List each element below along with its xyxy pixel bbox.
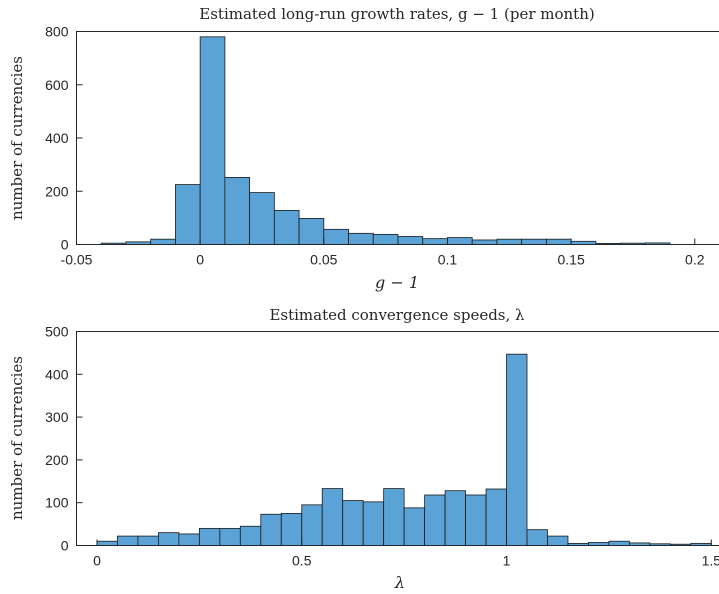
histogram-bar: [260, 513, 282, 546]
x-tick-label: 0.5: [292, 553, 312, 569]
plot-area-box: [76, 331, 719, 546]
x-tick-label: 0.1: [438, 252, 458, 268]
histogram-bar: [403, 507, 426, 546]
histogram-bar: [273, 210, 300, 245]
histogram-bar: [150, 238, 176, 245]
x-tick-label: 1: [503, 553, 511, 569]
histogram-bar: [521, 238, 547, 245]
x-tick-label: 0.2: [685, 252, 705, 268]
y-tick-label: 800: [45, 24, 69, 40]
histogram-bar: [383, 488, 405, 546]
x-axis-label: g − 1: [375, 273, 419, 292]
bars: [100, 36, 671, 245]
x-tick-label: 0: [93, 553, 101, 569]
bars: [96, 353, 712, 546]
y-tick-label: 200: [45, 452, 69, 468]
chart-title: Estimated long-run growth rates, g − 1 (…: [199, 5, 594, 23]
histogram-bar: [280, 513, 303, 546]
y-tick-label: 500: [45, 324, 69, 340]
histogram-bar: [547, 535, 569, 546]
histogram-bar: [239, 525, 262, 546]
histogram-bar: [506, 353, 528, 546]
histogram-bar: [545, 238, 572, 245]
y-tick-label: 600: [45, 77, 69, 93]
y-axis-ticks: 0 200 400 600 800: [45, 24, 83, 253]
y-axis-ticks: 0 100 200 300 400 500: [45, 324, 83, 554]
histogram-bar: [424, 494, 446, 546]
y-tick-label: 100: [45, 495, 69, 511]
histogram-bar: [526, 529, 548, 546]
histogram-bar: [348, 232, 374, 245]
histogram-bar: [422, 238, 448, 245]
histogram-bar: [249, 192, 275, 245]
histogram-bar: [301, 504, 323, 546]
histogram-bar: [471, 239, 498, 245]
histogram-bar: [321, 488, 344, 546]
histogram-bar: [608, 540, 630, 546]
x-tick-label: 0.15: [557, 252, 584, 268]
y-tick-label: 0: [61, 538, 69, 554]
x-tick-label: -0.05: [61, 252, 93, 268]
x-tick-label: 0: [196, 252, 204, 268]
y-tick-label: 300: [45, 409, 69, 425]
histogram-bar: [219, 527, 241, 546]
histogram-bar: [298, 218, 325, 245]
histogram-bar: [175, 184, 201, 245]
histogram-bar: [447, 237, 473, 245]
histogram-bar: [372, 233, 399, 245]
histogram-bar: [397, 236, 424, 245]
histogram-bar: [117, 535, 139, 546]
histogram-bar: [158, 532, 180, 546]
x-axis-ticks: 0 0.5 1 1.5: [93, 539, 719, 569]
x-tick-label: 1.5: [702, 553, 719, 569]
x-axis-ticks: -0.05 0 0.05 0.1 0.15 0.2: [61, 238, 705, 268]
convergence-speed-histogram: Estimated convergence speeds, λ 0 100 200 3…: [8, 306, 719, 592]
y-tick-label: 400: [45, 366, 69, 382]
y-tick-label: 200: [45, 183, 69, 199]
histogram-bar: [198, 527, 221, 546]
histogram-bar: [137, 535, 159, 546]
histogram-bar: [485, 488, 507, 546]
histogram-bar: [199, 36, 226, 245]
histogram-bar: [342, 500, 364, 546]
histogram-bar: [362, 501, 385, 546]
growth-rate-histogram: Estimated long-run growth rates, g − 1 (…: [8, 5, 719, 292]
histogram-bar: [444, 490, 466, 546]
histogram-bar: [323, 228, 349, 245]
histogram-bar: [178, 533, 200, 546]
histogram-bar: [96, 540, 118, 546]
x-tick-label: 0.05: [310, 252, 337, 268]
histogram-bar: [224, 177, 251, 245]
chart-title: Estimated convergence speeds, λ: [269, 306, 525, 324]
x-axis-label: λ: [394, 573, 405, 592]
histogram-bar: [496, 238, 523, 245]
y-axis-label: number of currencies: [8, 56, 26, 220]
plot-area-box: [76, 31, 719, 245]
y-axis-label: number of currencies: [8, 356, 26, 520]
y-tick-label: 0: [61, 237, 69, 253]
y-tick-label: 400: [45, 130, 69, 146]
histogram-bar: [465, 494, 487, 546]
